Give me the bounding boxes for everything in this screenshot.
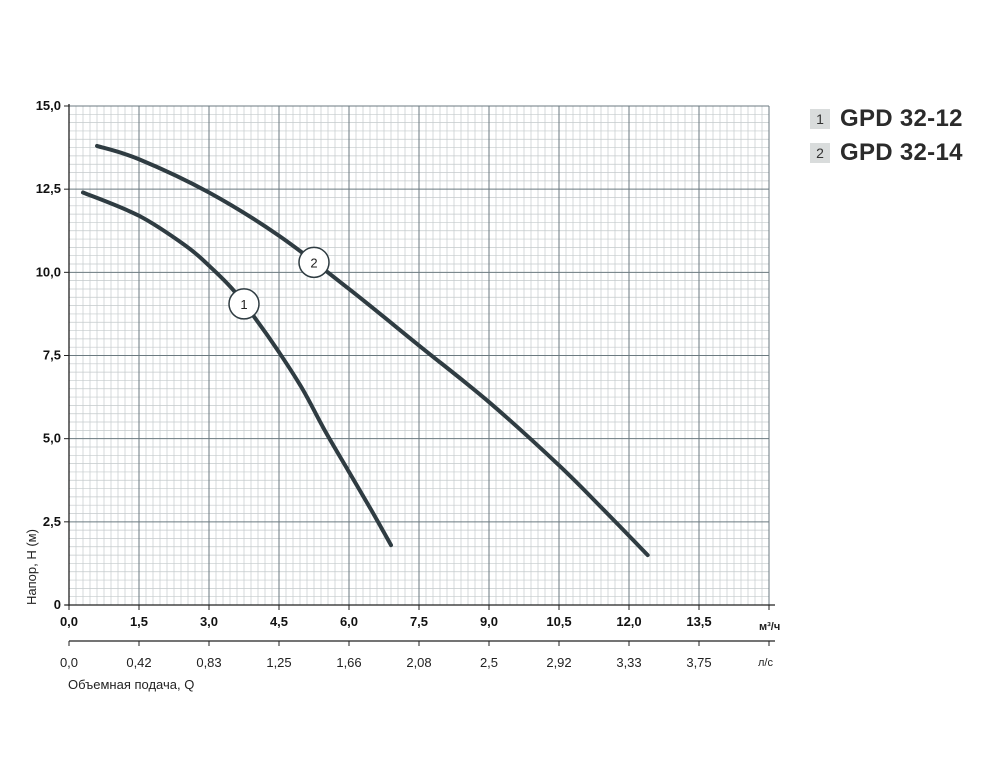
x-tick-labels: 0,0 1,5 3,0 4,5 6,0 7,5 9,0 10,5 12,0 13,5 <box>60 614 712 629</box>
y-tick-label: 12,5 <box>36 181 61 196</box>
x2-tick-labels: 0,0 0,42 0,83 1,25 1,66 2,08 2,5 2,92 3,33 3,75 <box>60 655 712 670</box>
legend-label-1: GPD 32-12 <box>840 105 963 132</box>
series-line-2 <box>95 143 650 558</box>
series-line-1 <box>81 190 393 548</box>
series-marker-label-2: 2 <box>310 255 317 270</box>
legend: 1 GPD 32-12 2 GPD 32-14 <box>810 102 963 170</box>
x2-tick-label: 2,08 <box>406 655 431 670</box>
axes <box>64 104 775 646</box>
y-tick-label: 7,5 <box>43 348 61 363</box>
y-tick-label: 15,0 <box>36 98 61 113</box>
x-tick-label: 6,0 <box>340 614 358 629</box>
x-tick-label: 1,5 <box>130 614 148 629</box>
x-tick-label: 9,0 <box>480 614 498 629</box>
x2-tick-label: 0,0 <box>60 655 78 670</box>
x-tick-label: 4,5 <box>270 614 288 629</box>
series-marker-1 <box>228 288 260 320</box>
x2-unit-label: л/с <box>758 657 773 669</box>
y-tick-label: 10,0 <box>36 264 61 279</box>
x-tick-label: 0,0 <box>60 614 78 629</box>
x-tick-label: 13,5 <box>686 614 711 629</box>
legend-item-1: 1 GPD 32-12 <box>810 102 963 136</box>
x-axis-title: Объемная подача, Q <box>68 677 194 692</box>
grid-major-lines <box>68 105 770 606</box>
y-tick-label: 5,0 <box>43 431 61 446</box>
legend-label-2: GPD 32-14 <box>840 139 963 166</box>
legend-item-2: 2 GPD 32-14 <box>810 136 963 170</box>
x2-tick-label: 1,25 <box>266 655 291 670</box>
legend-number-2: 2 <box>810 143 830 163</box>
x-tick-label: 12,0 <box>616 614 641 629</box>
x2-tick-label: 3,75 <box>686 655 711 670</box>
x-tick-label: 10,5 <box>546 614 571 629</box>
series-markers: 12 <box>228 246 330 320</box>
series-marker-label-1: 1 <box>240 297 247 312</box>
y-axis-title: Напор, H (м) <box>24 529 39 605</box>
legend-number-1: 1 <box>810 109 830 129</box>
x2-tick-label: 1,66 <box>336 655 361 670</box>
y-tick-label: 2,5 <box>43 514 61 529</box>
x2-tick-label: 3,33 <box>616 655 641 670</box>
x-tick-label: 3,0 <box>200 614 218 629</box>
y-tick-labels: 15,0 12,5 10,0 7,5 5,0 2,5 0 <box>36 98 61 612</box>
x2-tick-label: 2,92 <box>546 655 571 670</box>
x2-tick-label: 0,83 <box>196 655 221 670</box>
x2-tick-label: 2,5 <box>480 655 498 670</box>
series-lines <box>81 143 650 558</box>
x-unit-label: м³/ч <box>759 621 780 633</box>
y-tick-label: 0 <box>54 597 61 612</box>
x-tick-label: 7,5 <box>410 614 428 629</box>
series-marker-2 <box>298 246 330 279</box>
x2-tick-label: 0,42 <box>126 655 151 670</box>
